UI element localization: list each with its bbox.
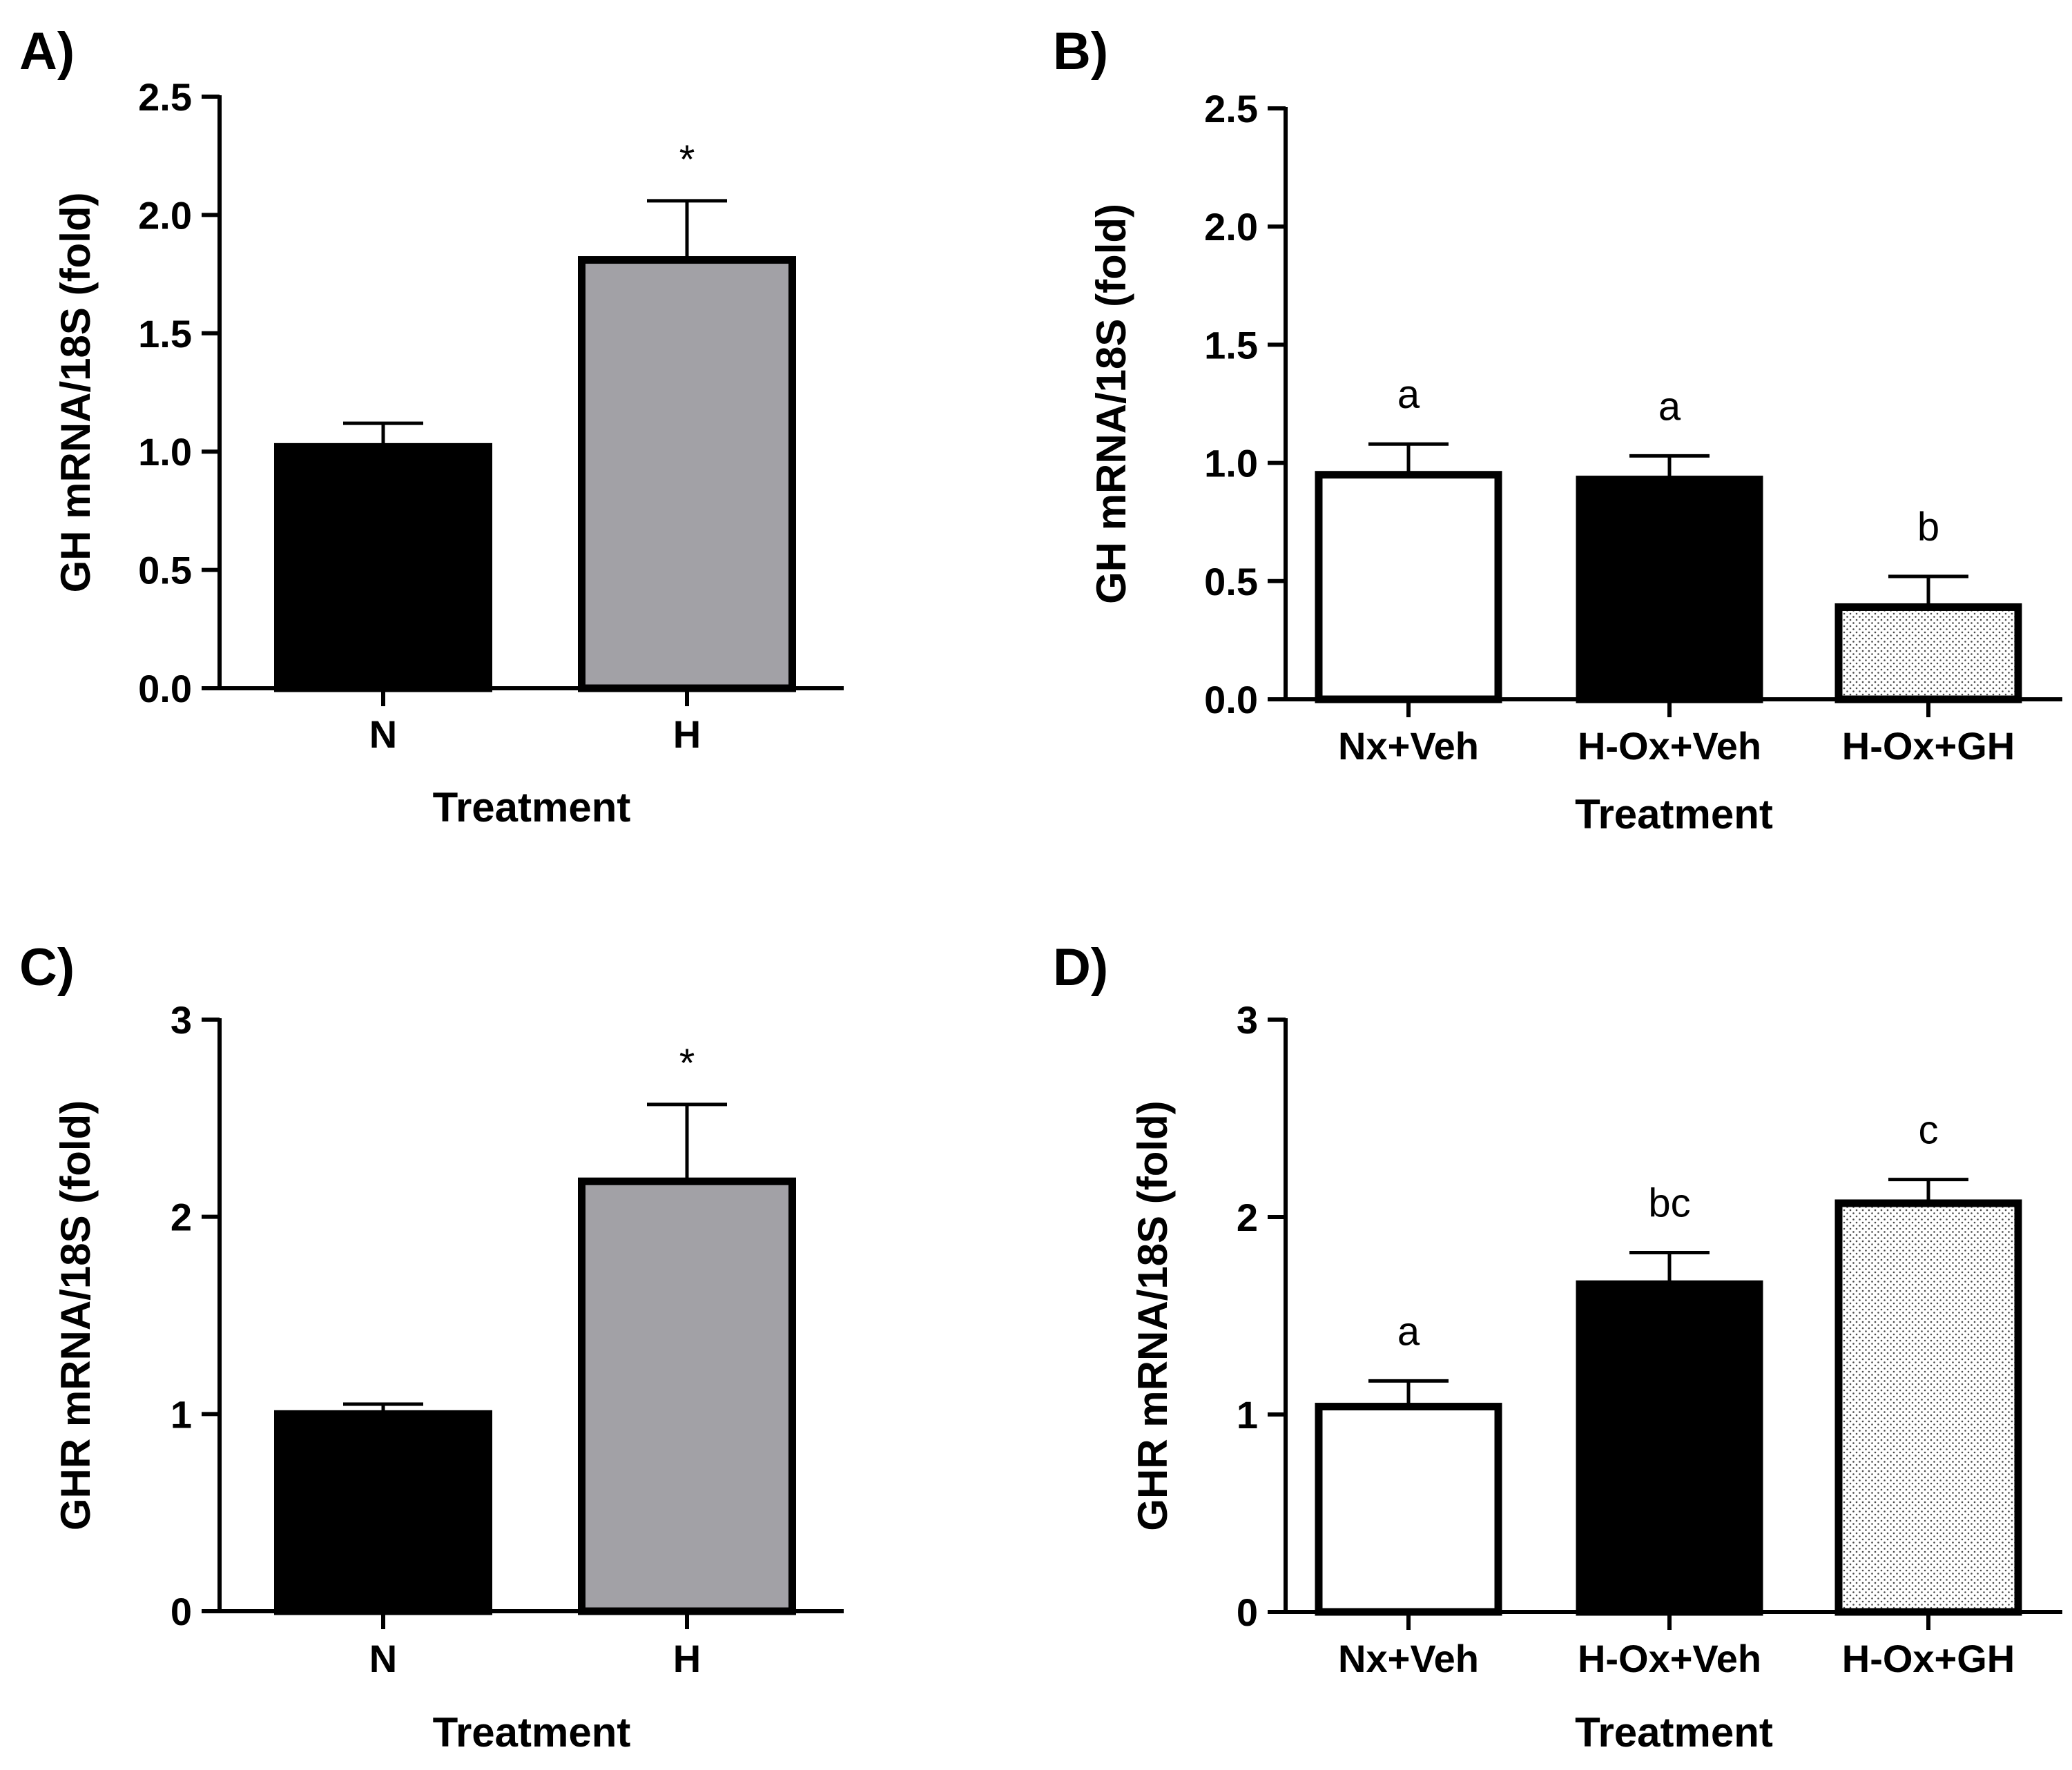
y-tick-label: 0.5 bbox=[1204, 560, 1258, 603]
y-tick-label: 0 bbox=[1237, 1591, 1258, 1634]
category-label: N bbox=[369, 1637, 397, 1680]
y-tick-label: 0.0 bbox=[1204, 678, 1258, 721]
y-tick-label: 2.0 bbox=[138, 193, 192, 237]
bar bbox=[274, 1410, 492, 1615]
y-tick-label: 0 bbox=[171, 1590, 192, 1633]
bar bbox=[1576, 476, 1763, 703]
bar bbox=[1315, 1403, 1502, 1616]
x-axis-title: Treatment bbox=[433, 1709, 631, 1756]
bar bbox=[1576, 1280, 1763, 1616]
y-axis-title: GH mRNA/18S (fold) bbox=[1088, 204, 1134, 604]
category-label: N bbox=[369, 712, 397, 756]
category-label: H-Ox+Veh bbox=[1578, 1637, 1761, 1680]
y-axis-title: GHR mRNA/18S (fold) bbox=[52, 1100, 99, 1530]
bar bbox=[578, 1177, 796, 1615]
bar bbox=[1315, 471, 1502, 703]
panel-label: D) bbox=[1053, 938, 1108, 997]
y-tick-label: 1 bbox=[171, 1392, 192, 1436]
y-tick-label: 2.5 bbox=[138, 75, 192, 119]
category-label: H-Ox+Veh bbox=[1578, 724, 1761, 768]
bar bbox=[1834, 1199, 2022, 1616]
category-label: H bbox=[673, 1637, 701, 1680]
y-tick-label: 1.0 bbox=[138, 430, 192, 474]
y-tick-label: 1.5 bbox=[138, 312, 192, 356]
bar bbox=[274, 442, 492, 692]
y-tick-label: 2.0 bbox=[1204, 205, 1258, 249]
panel-d: D) 0 1 2 3 Nx+Veh a H-Ox+Veh bc H-Ox+GH c Treatment… bbox=[1053, 938, 2062, 1756]
y-axis-title: GHR mRNA/18S (fold) bbox=[1130, 1100, 1176, 1530]
y-tick-label: 3 bbox=[1237, 998, 1258, 1042]
y-axis-title: GH mRNA/18S (fold) bbox=[52, 192, 99, 592]
panel-label: C) bbox=[19, 938, 75, 997]
bar bbox=[1834, 603, 2022, 703]
significance-label: b bbox=[1917, 505, 1939, 550]
y-tick-label: 3 bbox=[171, 998, 192, 1042]
significance-label: * bbox=[679, 137, 695, 182]
significance-label: a bbox=[1658, 384, 1681, 429]
significance-label: bc bbox=[1648, 1180, 1690, 1225]
y-tick-label: 2.5 bbox=[1204, 87, 1258, 130]
y-tick-label: 1.5 bbox=[1204, 323, 1258, 367]
panel-label: A) bbox=[19, 22, 75, 81]
significance-label: c bbox=[1919, 1108, 1939, 1153]
category-label: H-Ox+GH bbox=[1842, 724, 2015, 768]
panel-b: B) 0.0 0.5 1.0 1.5 2.0 2.5 Nx+Veh a H-Ox+Veh a H-Ox… bbox=[1053, 22, 2062, 837]
significance-label: a bbox=[1397, 1309, 1420, 1354]
y-tick-label: 0.5 bbox=[138, 549, 192, 592]
category-label: Nx+Veh bbox=[1338, 724, 1479, 768]
y-tick-label: 2 bbox=[171, 1196, 192, 1239]
category-label: H bbox=[673, 712, 701, 756]
category-label: H-Ox+GH bbox=[1842, 1637, 2015, 1680]
significance-label: * bbox=[679, 1041, 695, 1086]
category-label: Nx+Veh bbox=[1338, 1637, 1479, 1680]
x-axis-title: Treatment bbox=[433, 784, 631, 830]
panel-label: B) bbox=[1053, 22, 1108, 81]
panel-c: C) 0 1 2 3 N H * Treatment GHR mRNA/18S (fold) bbox=[19, 938, 844, 1756]
x-axis-title: Treatment bbox=[1575, 791, 1773, 837]
y-tick-label: 0.0 bbox=[138, 667, 192, 710]
bar bbox=[578, 256, 796, 692]
significance-label: a bbox=[1397, 372, 1420, 417]
panel-a: A) 0.0 0.5 1.0 1.5 2.0 2.5 N H * Treatment GH mRNA/… bbox=[19, 22, 844, 830]
y-tick-label: 1.0 bbox=[1204, 442, 1258, 485]
y-tick-label: 1 bbox=[1237, 1393, 1258, 1437]
x-axis-title: Treatment bbox=[1575, 1709, 1773, 1756]
y-tick-label: 2 bbox=[1237, 1196, 1258, 1239]
